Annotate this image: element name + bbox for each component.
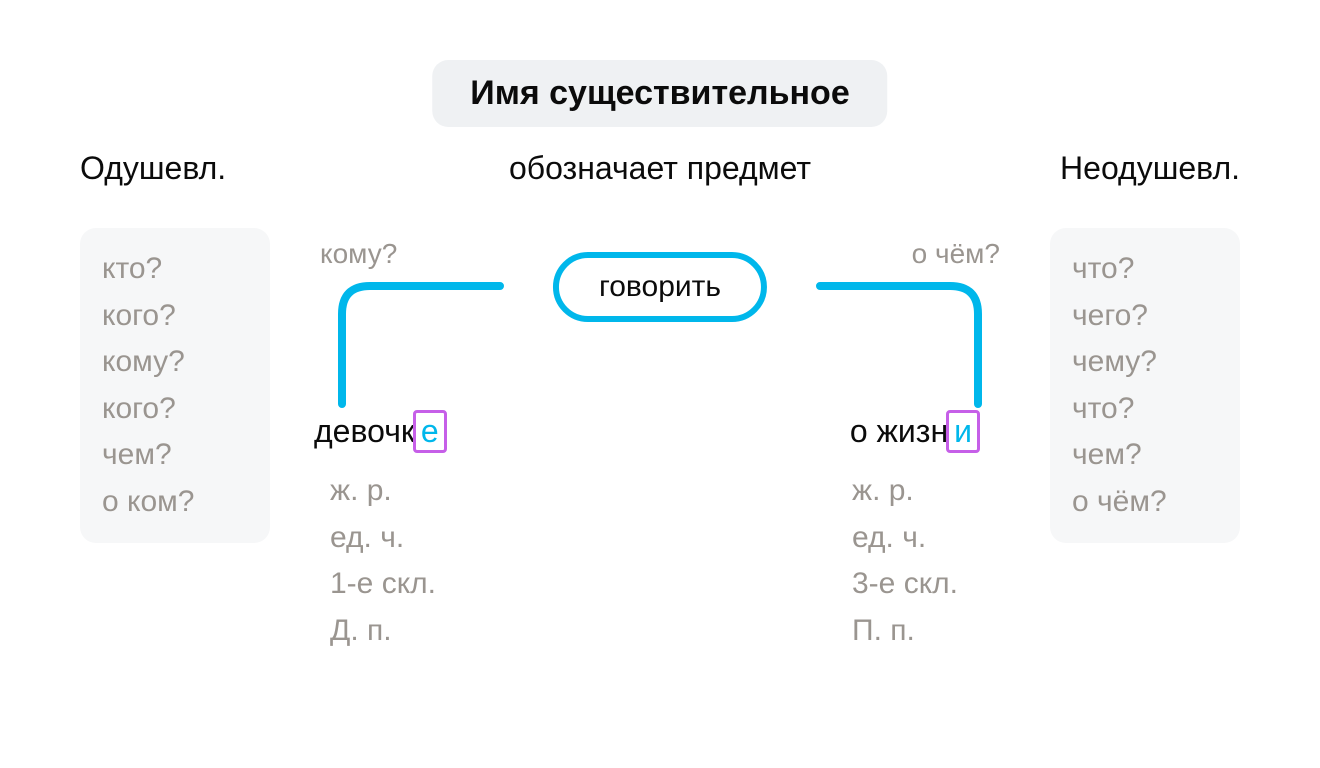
- center-block: кому? о чём? говорить девочке о жизни ж.…: [300, 210, 1020, 710]
- hint-right: о чём?: [912, 238, 1000, 270]
- list-item: кто?: [102, 246, 244, 293]
- list-item: кому?: [102, 339, 244, 386]
- word-left: девочке: [314, 410, 447, 453]
- word-ending: е: [413, 410, 447, 453]
- word-right: о жизни: [850, 410, 980, 453]
- list-item: о ком?: [102, 479, 244, 526]
- list-item: кого?: [102, 386, 244, 433]
- list-item: чем?: [1072, 432, 1214, 479]
- list-item: кого?: [102, 293, 244, 340]
- attrs-left: ж. р. ед. ч. 1-е скл. Д. п.: [330, 468, 436, 654]
- list-item: Д. п.: [330, 608, 436, 655]
- list-item: ж. р.: [330, 468, 436, 515]
- word-ending: и: [946, 410, 980, 453]
- connector-right-icon: [800, 274, 990, 424]
- verb-pill: говорить: [553, 252, 767, 322]
- list-item: 1-е скл.: [330, 561, 436, 608]
- list-item: ж. р.: [852, 468, 958, 515]
- questions-left-box: кто? кого? кому? кого? чем? о ком?: [80, 228, 270, 543]
- list-item: о чём?: [1072, 479, 1214, 526]
- list-item: чего?: [1072, 293, 1214, 340]
- list-item: что?: [1072, 386, 1214, 433]
- list-item: 3-е скл.: [852, 561, 958, 608]
- word-stem: о жизн: [850, 413, 948, 449]
- heading-left: Одушевл.: [80, 150, 226, 187]
- heading-right: Неодушевл.: [1060, 150, 1240, 187]
- word-stem: девочк: [314, 413, 415, 449]
- connector-left-icon: [330, 274, 520, 424]
- heading-center: обозначает предмет: [509, 150, 811, 187]
- list-item: чем?: [102, 432, 244, 479]
- list-item: что?: [1072, 246, 1214, 293]
- questions-right-box: что? чего? чему? что? чем? о чём?: [1050, 228, 1240, 543]
- list-item: чему?: [1072, 339, 1214, 386]
- hint-left: кому?: [320, 238, 397, 270]
- list-item: П. п.: [852, 608, 958, 655]
- list-item: ед. ч.: [330, 515, 436, 562]
- list-item: ед. ч.: [852, 515, 958, 562]
- title-badge: Имя существительное: [432, 60, 887, 127]
- attrs-right: ж. р. ед. ч. 3-е скл. П. п.: [852, 468, 958, 654]
